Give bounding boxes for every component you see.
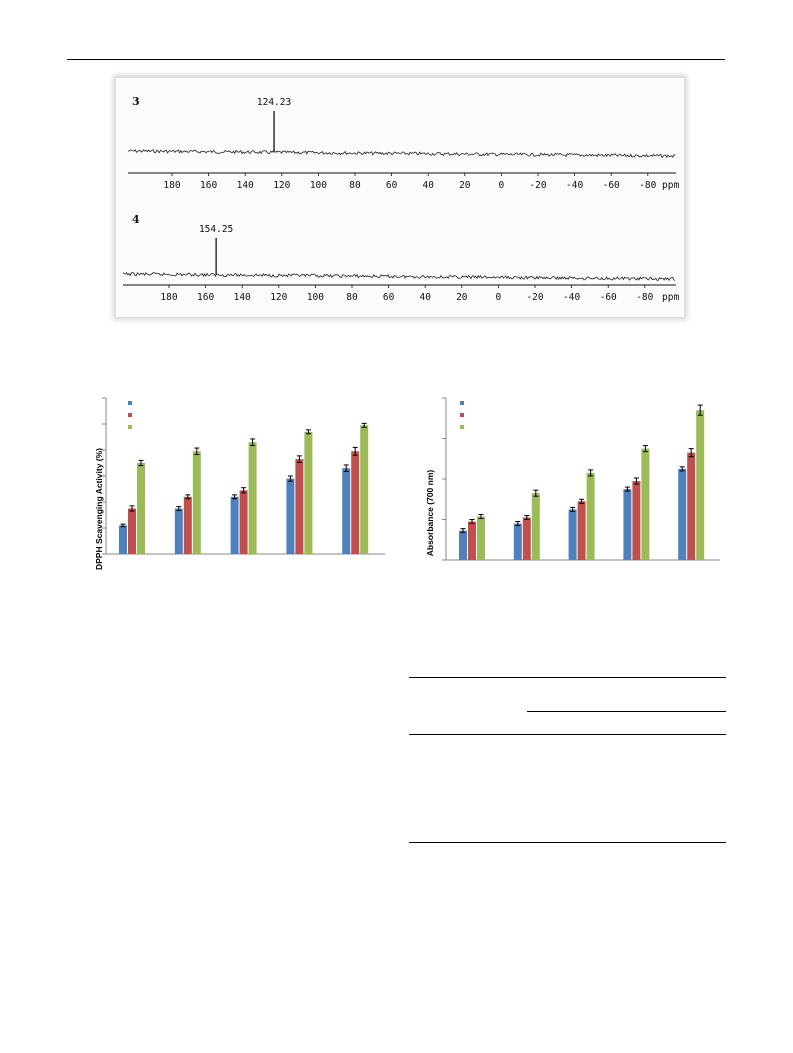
- legend-marker: [460, 401, 464, 405]
- table-header-bottom-rule: [409, 734, 726, 735]
- bar: [696, 410, 705, 560]
- legend-marker: [460, 413, 464, 417]
- spectrum-tick-label: 180: [163, 180, 180, 191]
- bar: [119, 525, 127, 554]
- spectrum-tick-label: -40: [566, 180, 583, 191]
- spectrum-axis-unit: ppm: [662, 180, 679, 191]
- spectrum-id-label: 3: [132, 95, 140, 108]
- bar: [192, 451, 201, 554]
- spectrum-tick-label: 40: [419, 292, 431, 303]
- bar: [230, 496, 239, 554]
- bar: [477, 516, 485, 560]
- spectrum-tick-label: 100: [307, 292, 324, 303]
- bar: [522, 517, 531, 560]
- dpph-chart: DPPH Scavenging Activity (%): [68, 392, 388, 574]
- bar: [641, 448, 650, 560]
- spectrum-tick-label: 60: [386, 180, 398, 191]
- spectrum-tick-label: 80: [349, 180, 361, 191]
- reducing-power-chart: Absorbance (700 nm): [408, 392, 728, 574]
- nmr-spectra-figure: 3 124.23 180 160 140 120 100 80 60 40 20 0 -20 -40 -60…: [116, 78, 684, 317]
- bar: [174, 508, 183, 554]
- bar: [248, 442, 257, 554]
- spectrum-tick-label: -60: [600, 292, 617, 303]
- bar: [531, 493, 540, 560]
- bar: [513, 523, 522, 560]
- spectrum-tick-label: -40: [563, 292, 580, 303]
- bar: [459, 530, 467, 560]
- legend-marker: [128, 425, 132, 429]
- spectrum-tick-label: -80: [639, 180, 656, 191]
- spectrum-tick-label: 60: [383, 292, 395, 303]
- spectrum-axis-unit: ppm: [662, 292, 679, 303]
- bar: [468, 521, 476, 560]
- bar: [568, 509, 577, 560]
- legend-marker: [460, 425, 464, 429]
- spectrum-tick-label: 120: [270, 292, 287, 303]
- spectrum-tick-label: 20: [459, 180, 471, 191]
- table-top-rule: [409, 677, 726, 678]
- bar: [137, 463, 145, 554]
- spectrum-baseline: [127, 148, 676, 159]
- bar: [623, 489, 632, 560]
- bar: [304, 431, 313, 554]
- spectrum-tick-label: 80: [346, 292, 358, 303]
- spectrum-tick-label: 160: [200, 180, 217, 191]
- spectrum-tick-label: 160: [197, 292, 214, 303]
- bar: [632, 481, 641, 560]
- spectrum-tick-label: 180: [160, 292, 177, 303]
- spectrum-baseline: [122, 271, 676, 282]
- spectrum-tick-label: 100: [310, 180, 327, 191]
- spectrum-id-label: 4: [132, 213, 140, 226]
- bar: [286, 478, 295, 554]
- legend-marker: [128, 401, 132, 405]
- bar: [239, 490, 248, 554]
- bar: [687, 452, 696, 560]
- bar: [577, 501, 586, 560]
- legend-marker: [128, 413, 132, 417]
- dpph-chart-plot: [102, 397, 385, 555]
- reducing-power-chart-plot: [442, 397, 720, 561]
- bar: [342, 468, 351, 554]
- spectrum-tick-label: -60: [603, 180, 620, 191]
- bar: [351, 451, 360, 554]
- bar: [128, 508, 136, 554]
- table-subheader-rule: [527, 711, 726, 712]
- spectrum-tick-label: -20: [526, 292, 543, 303]
- spectrum-tick-label: 40: [422, 180, 434, 191]
- bar: [295, 459, 304, 554]
- spectrum-tick-label: 140: [234, 292, 251, 303]
- spectrum-tick-label: 20: [456, 292, 468, 303]
- spectrum-tick-label: 0: [499, 180, 505, 191]
- spectrum-tick-label: 140: [237, 180, 254, 191]
- bar: [183, 496, 192, 554]
- peak-label: 124.23: [257, 97, 291, 108]
- table-bottom-rule: [409, 842, 726, 843]
- spectrum-tick-label: 120: [273, 180, 290, 191]
- spectrum-tick-label: -80: [636, 292, 653, 303]
- bar: [678, 468, 687, 560]
- spectrum-tick-label: -20: [529, 180, 546, 191]
- spectrum-tick-label: 0: [496, 292, 502, 303]
- bar: [360, 425, 369, 554]
- peak-label: 154.25: [199, 224, 233, 235]
- bar: [586, 472, 595, 560]
- page-header-rule: [67, 59, 725, 60]
